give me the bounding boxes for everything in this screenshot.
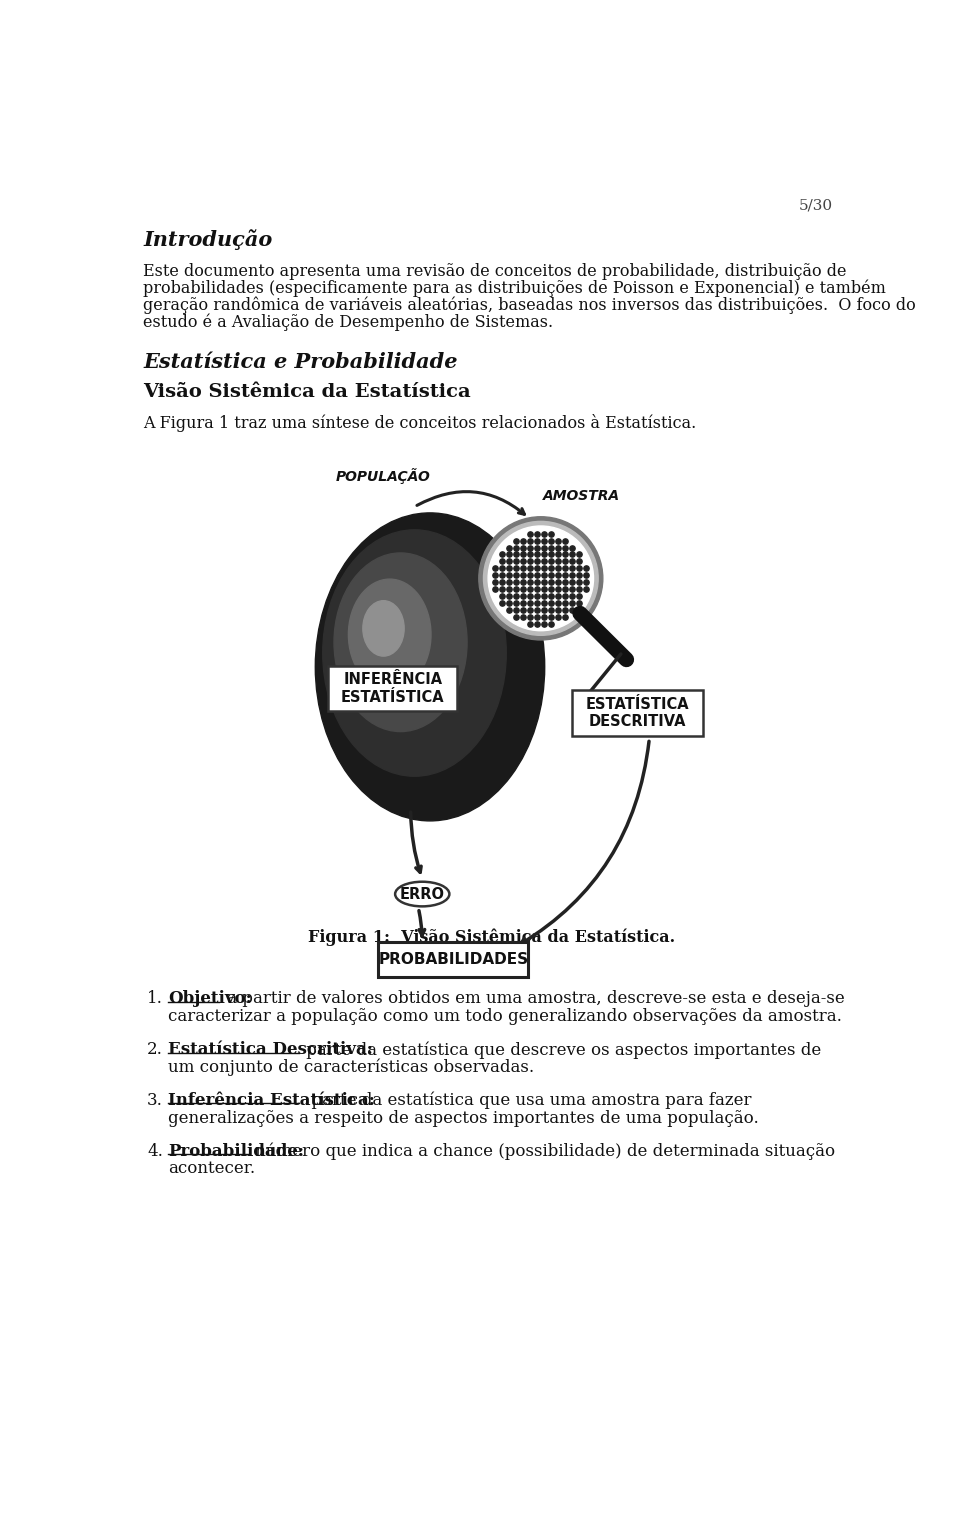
- Text: generalizações a respeito de aspectos importantes de uma população.: generalizações a respeito de aspectos im…: [168, 1109, 758, 1127]
- Text: Objetivo:: Objetivo:: [168, 991, 252, 1007]
- Ellipse shape: [334, 553, 468, 732]
- Text: 2.: 2.: [147, 1041, 163, 1057]
- FancyBboxPatch shape: [328, 665, 457, 711]
- Text: 1.: 1.: [147, 991, 163, 1007]
- Text: PROBABILIDADES: PROBABILIDADES: [378, 951, 528, 967]
- Circle shape: [479, 517, 603, 639]
- Ellipse shape: [315, 514, 544, 821]
- Circle shape: [488, 526, 593, 630]
- Text: acontecer.: acontecer.: [168, 1160, 255, 1177]
- FancyBboxPatch shape: [572, 689, 703, 736]
- Text: Introdução: Introdução: [143, 230, 273, 250]
- Text: geração randômica de variáveis aleatórias, baseadas nos inversos das distribuiçõ: geração randômica de variáveis aleatória…: [143, 297, 916, 314]
- Text: Inferência Estatística:: Inferência Estatística:: [168, 1092, 375, 1109]
- Text: parte da estatística que descreve os aspectos importantes de: parte da estatística que descreve os asp…: [301, 1041, 822, 1059]
- Text: a partir de valores obtidos em uma amostra, descreve-se esta e deseja-se: a partir de valores obtidos em uma amost…: [222, 991, 845, 1007]
- Ellipse shape: [396, 882, 449, 906]
- Ellipse shape: [363, 600, 404, 656]
- Text: A Figura 1 traz uma síntese de conceitos relacionados à Estatística.: A Figura 1 traz uma síntese de conceitos…: [143, 414, 697, 432]
- Text: Figura 1:  Visão Sistêmica da Estatística.: Figura 1: Visão Sistêmica da Estatística…: [308, 929, 676, 947]
- Text: ERRO: ERRO: [399, 886, 444, 901]
- Text: Visão Sistêmica da Estatística: Visão Sistêmica da Estatística: [143, 383, 471, 401]
- Text: Este documento apresenta uma revisão de conceitos de probabilidade, distribuição: Este documento apresenta uma revisão de …: [143, 262, 847, 280]
- Text: AMOSTRA: AMOSTRA: [542, 489, 620, 503]
- Text: INFERÊNCIA
ESTATÍSTICA: INFERÊNCIA ESTATÍSTICA: [341, 673, 444, 704]
- Text: probabilidades (especificamente para as distribuições de Poisson e Exponencial) : probabilidades (especificamente para as …: [143, 280, 886, 297]
- Text: estudo é a Avaliação de Desempenho de Sistemas.: estudo é a Avaliação de Desempenho de Si…: [143, 314, 553, 330]
- Text: parte da estatística que usa uma amostra para fazer: parte da estatística que usa uma amostra…: [301, 1092, 752, 1109]
- Text: 4.: 4.: [147, 1142, 163, 1160]
- Text: Estatística e Probabilidade: Estatística e Probabilidade: [143, 351, 458, 373]
- Text: 3.: 3.: [147, 1092, 163, 1109]
- Circle shape: [484, 521, 598, 635]
- Text: 5/30: 5/30: [799, 198, 833, 212]
- Text: Estatística Descritiva:: Estatística Descritiva:: [168, 1041, 372, 1057]
- Text: número que indica a chance (possibilidade) de determinada situação: número que indica a chance (possibilidad…: [251, 1142, 835, 1160]
- Text: Probabilidade:: Probabilidade:: [168, 1142, 304, 1160]
- Ellipse shape: [323, 530, 506, 776]
- Text: caracterizar a população como um todo generalizando observações da amostra.: caracterizar a população como um todo ge…: [168, 1007, 842, 1026]
- Text: um conjunto de características observadas.: um conjunto de características observada…: [168, 1059, 534, 1076]
- FancyBboxPatch shape: [378, 942, 528, 977]
- Ellipse shape: [348, 579, 431, 689]
- Text: POPULAÇÃO: POPULAÇÃO: [336, 468, 431, 483]
- Text: ESTATÍSTICA
DESCRITIVA: ESTATÍSTICA DESCRITIVA: [586, 697, 689, 729]
